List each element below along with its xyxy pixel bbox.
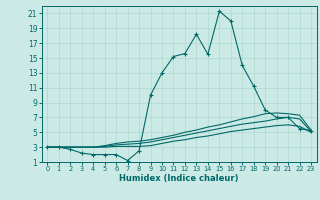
X-axis label: Humidex (Indice chaleur): Humidex (Indice chaleur) xyxy=(119,174,239,183)
